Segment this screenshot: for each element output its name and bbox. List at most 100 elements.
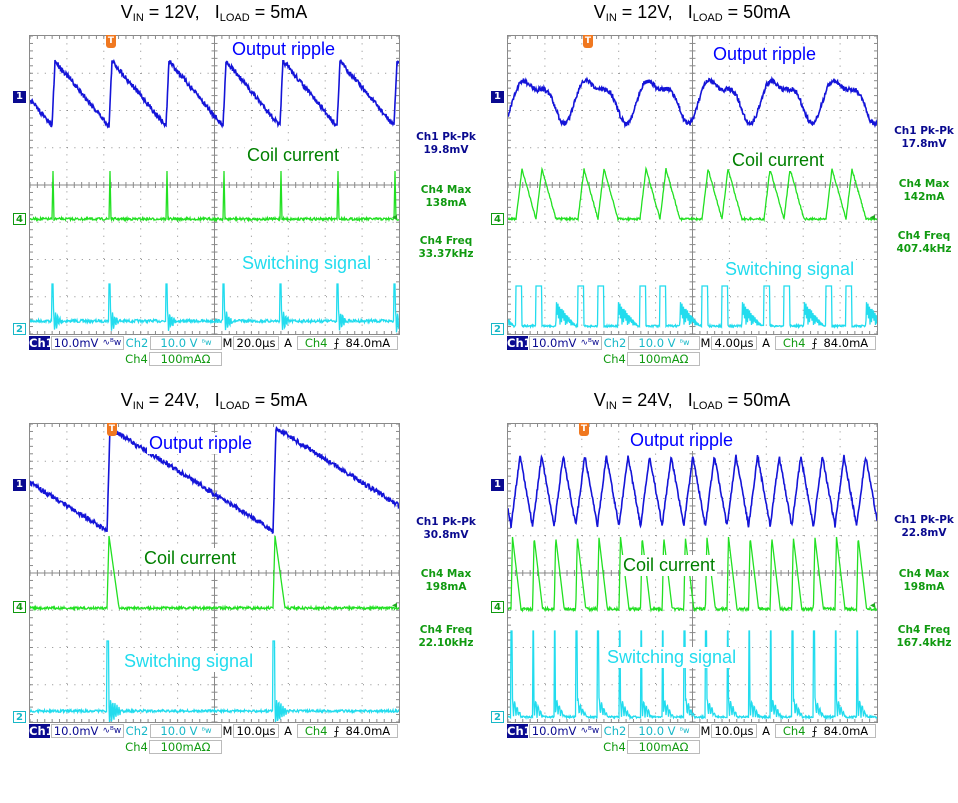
trigger-level: 84.0mA	[823, 723, 869, 738]
ch1-marker[interactable]: 1	[13, 479, 26, 491]
ch1-scale-box[interactable]: 10.0mV ∿ᴮw	[51, 723, 124, 738]
timebase-value: 10.0µs	[236, 723, 276, 738]
timebase-box[interactable]: 10.0µs	[233, 723, 279, 738]
ch1-scale: 10.0mV	[531, 335, 577, 350]
trace-label-ripple: Output ripple	[230, 39, 338, 60]
scope-grid	[508, 36, 877, 334]
ch1-label[interactable]: Ch1	[507, 335, 532, 350]
title-v-sub: IN	[605, 12, 617, 24]
measurement: Ch1 Pk-Pk 22.8mV	[879, 514, 958, 540]
ch4-marker[interactable]: 4	[491, 601, 504, 613]
ch1-scale: 10.0mV	[53, 335, 99, 350]
title-iload: = 5mA	[249, 390, 308, 410]
ch1-scale-box[interactable]: 10.0mV ∿ᴮw	[51, 335, 124, 350]
trigger-position-marker[interactable]: T	[583, 35, 593, 48]
scope-display: Output ripple Coil current Switching signa…	[13, 35, 400, 335]
panel-title: VIN = 24V, ILOAD = 50mA	[507, 390, 877, 412]
ch2-scale: 10.0 V	[160, 335, 198, 350]
ch4-scale-box[interactable]: 100mAΩ	[627, 351, 700, 366]
timebase-box[interactable]: 10.0µs	[711, 723, 757, 738]
ch1-marker[interactable]: 1	[491, 91, 504, 103]
timebase-box[interactable]: 4.00µs	[711, 335, 757, 350]
status-row-2: Ch4 100mAΩ	[29, 351, 401, 366]
trigger-position-marker[interactable]: T	[579, 423, 589, 436]
ch4-scale: 100mAΩ	[638, 351, 689, 366]
measurement-label: Ch1 Pk-Pk	[416, 516, 476, 528]
measurement-value: 33.37kHz	[418, 248, 474, 260]
trigger-level-arrow-icon: ◂	[392, 212, 398, 223]
ch1-bandwidth-icon: ∿ᴮw	[102, 337, 122, 348]
ch2-marker[interactable]: 2	[13, 323, 26, 335]
status-row-2: Ch4 100mAΩ	[507, 739, 879, 754]
ch2-marker[interactable]: 2	[13, 711, 26, 723]
ch2-label[interactable]: Ch2	[603, 723, 627, 738]
ch1-label[interactable]: Ch1	[29, 335, 54, 350]
ch4-label[interactable]: Ch4	[603, 351, 626, 366]
ch2-label[interactable]: Ch2	[125, 723, 149, 738]
measurement-value: 407.4kHz	[896, 243, 952, 255]
trace-label-switching: Switching signal	[122, 651, 256, 672]
title-vin: = 12V,	[616, 2, 688, 22]
ch1-scale: 10.0mV	[53, 723, 99, 738]
ch4-marker[interactable]: 4	[13, 601, 26, 613]
timebase-value: 4.00µs	[714, 335, 754, 350]
ch4-scale-box[interactable]: 100mAΩ	[149, 739, 222, 754]
measurement-label: Ch4 Freq	[419, 624, 473, 636]
trigger-slope-icon: ⨍	[811, 723, 818, 738]
measurement: Ch4 Max 198mA	[879, 568, 958, 594]
measurement: Ch4 Max 142mA	[879, 178, 958, 204]
acquisition-mode[interactable]: A	[762, 723, 770, 738]
ch1-marker[interactable]: 1	[13, 91, 26, 103]
measurement-label: Ch4 Max	[898, 178, 950, 190]
switching-signal-trace	[508, 630, 877, 721]
ch2-bandwidth-icon: ᴮw	[679, 337, 690, 347]
measurement: Ch4 Max 198mA	[401, 568, 491, 594]
ch1-scale-box[interactable]: 10.0mV ∿ᴮw	[529, 723, 602, 738]
acquisition-mode[interactable]: A	[284, 723, 292, 738]
measurement-value: 198mA	[903, 581, 945, 593]
output-ripple-trace	[30, 426, 399, 535]
ch1-label[interactable]: Ch1	[29, 723, 54, 738]
trigger-position-marker[interactable]: T	[107, 423, 117, 436]
acquisition-mode[interactable]: A	[284, 335, 292, 350]
ch4-marker[interactable]: 4	[13, 213, 26, 225]
ch1-scale-box[interactable]: 10.0mV ∿ᴮw	[529, 335, 602, 350]
measurement-label: Ch4 Freq	[897, 624, 951, 636]
trace-label-switching: Switching signal	[723, 259, 857, 280]
trigger-box[interactable]: Ch4 ⨍ 84.0mA	[297, 723, 398, 738]
timebase-box[interactable]: 20.0µs	[233, 335, 279, 350]
ch4-label[interactable]: Ch4	[603, 739, 626, 754]
trigger-position-marker[interactable]: T	[106, 35, 116, 48]
title-i: I	[687, 2, 693, 22]
ch2-marker[interactable]: 2	[491, 323, 504, 335]
ch2-label[interactable]: Ch2	[125, 335, 149, 350]
trigger-box[interactable]: Ch4 ⨍ 84.0mA	[775, 335, 876, 350]
trace-label-coil: Coil current	[142, 548, 239, 569]
title-iload: = 50mA	[722, 390, 791, 410]
ch4-label[interactable]: Ch4	[125, 739, 148, 754]
ch4-marker[interactable]: 4	[491, 213, 504, 225]
acquisition-mode[interactable]: A	[762, 335, 770, 350]
trigger-box[interactable]: Ch4 ⨍ 84.0mA	[775, 723, 876, 738]
timebase-label: M	[700, 723, 711, 738]
ch1-marker[interactable]: 1	[491, 479, 504, 491]
title-i-sub: LOAD	[219, 12, 250, 24]
ch2-label[interactable]: Ch2	[603, 335, 627, 350]
trigger-box[interactable]: Ch4 ⨍ 84.0mA	[297, 335, 398, 350]
measurement-label: Ch1 Pk-Pk	[894, 514, 954, 526]
ch2-marker[interactable]: 2	[491, 711, 504, 723]
ch4-scale-box[interactable]: 100mAΩ	[149, 351, 222, 366]
ch1-label[interactable]: Ch1	[507, 723, 532, 738]
trace-label-switching: Switching signal	[605, 647, 739, 668]
title-i: I	[214, 390, 220, 410]
switching-signal-trace	[508, 285, 877, 330]
ch4-label[interactable]: Ch4	[125, 351, 148, 366]
ch4-scale-box[interactable]: 100mAΩ	[627, 739, 700, 754]
